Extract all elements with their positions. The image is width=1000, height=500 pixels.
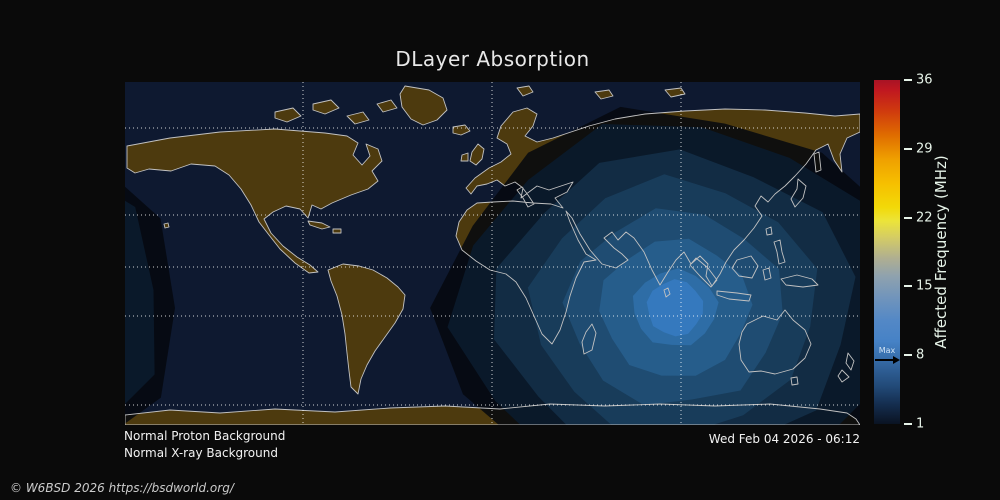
xray-background-status: Normal X-ray Background bbox=[124, 446, 278, 460]
absorption-ring bbox=[646, 279, 704, 337]
colorbar-tick-label: 29 bbox=[916, 141, 933, 157]
colorbar-tick bbox=[904, 423, 912, 425]
proton-background-status: Normal Proton Background bbox=[124, 429, 286, 443]
max-frequency-marker: Max bbox=[878, 346, 896, 356]
colorbar-tick bbox=[904, 216, 912, 219]
colorbar-tick bbox=[904, 147, 912, 150]
colorbar-tick-label: 36 bbox=[916, 72, 933, 88]
max-arrow-icon bbox=[875, 356, 900, 365]
colorbar-tick-label: 22 bbox=[916, 210, 933, 226]
graticule bbox=[125, 82, 860, 425]
colorbar-tick bbox=[904, 285, 912, 288]
colorbar-tick-label: 15 bbox=[916, 278, 933, 294]
colorbar-gradient bbox=[874, 80, 900, 424]
colorbar-axis-label: Affected Frequency (MHz) bbox=[932, 155, 950, 349]
world-map bbox=[125, 82, 860, 425]
map-canvas bbox=[125, 82, 860, 425]
copyright: © W6BSD 2026 https://bsdworld.org/ bbox=[10, 481, 234, 495]
absorption-contours bbox=[125, 106, 860, 425]
absorption-ring bbox=[125, 200, 155, 405]
colorbar-tick bbox=[904, 354, 912, 357]
timestamp: Wed Feb 04 2026 - 06:12 bbox=[708, 432, 860, 446]
colorbar-tick bbox=[904, 79, 912, 81]
plot-title: DLayer Absorption bbox=[395, 47, 590, 71]
colorbar: 36 29 22 15 8 1 Max Affected Frequency (MHz) bbox=[874, 73, 1000, 432]
colorbar-tick-label: 8 bbox=[916, 347, 925, 363]
colorbar-tick-label: 1 bbox=[916, 416, 925, 432]
